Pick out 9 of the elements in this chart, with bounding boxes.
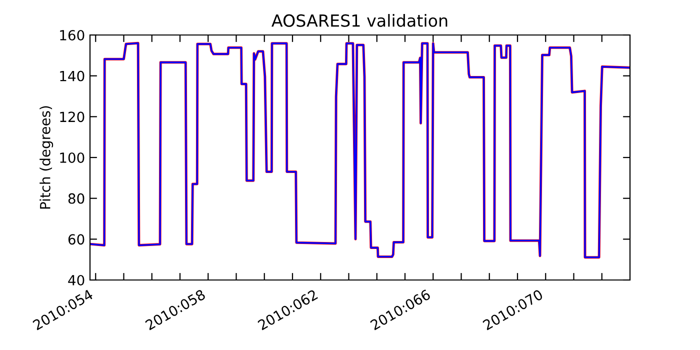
- y-axis-title: Pitch (degrees): [40, 106, 54, 209]
- y-tick-label: 40: [68, 274, 84, 286]
- y-tick-label: 160: [60, 30, 84, 40]
- y-tick-label: 140: [60, 70, 84, 82]
- y-tick-label: 60: [68, 234, 84, 245]
- y-tick-label: 80: [68, 193, 84, 204]
- chart-title: AOSARES1 validation: [272, 14, 448, 27]
- y-tick-label: 120: [60, 112, 84, 122]
- y-tick-label: 100: [60, 152, 84, 163]
